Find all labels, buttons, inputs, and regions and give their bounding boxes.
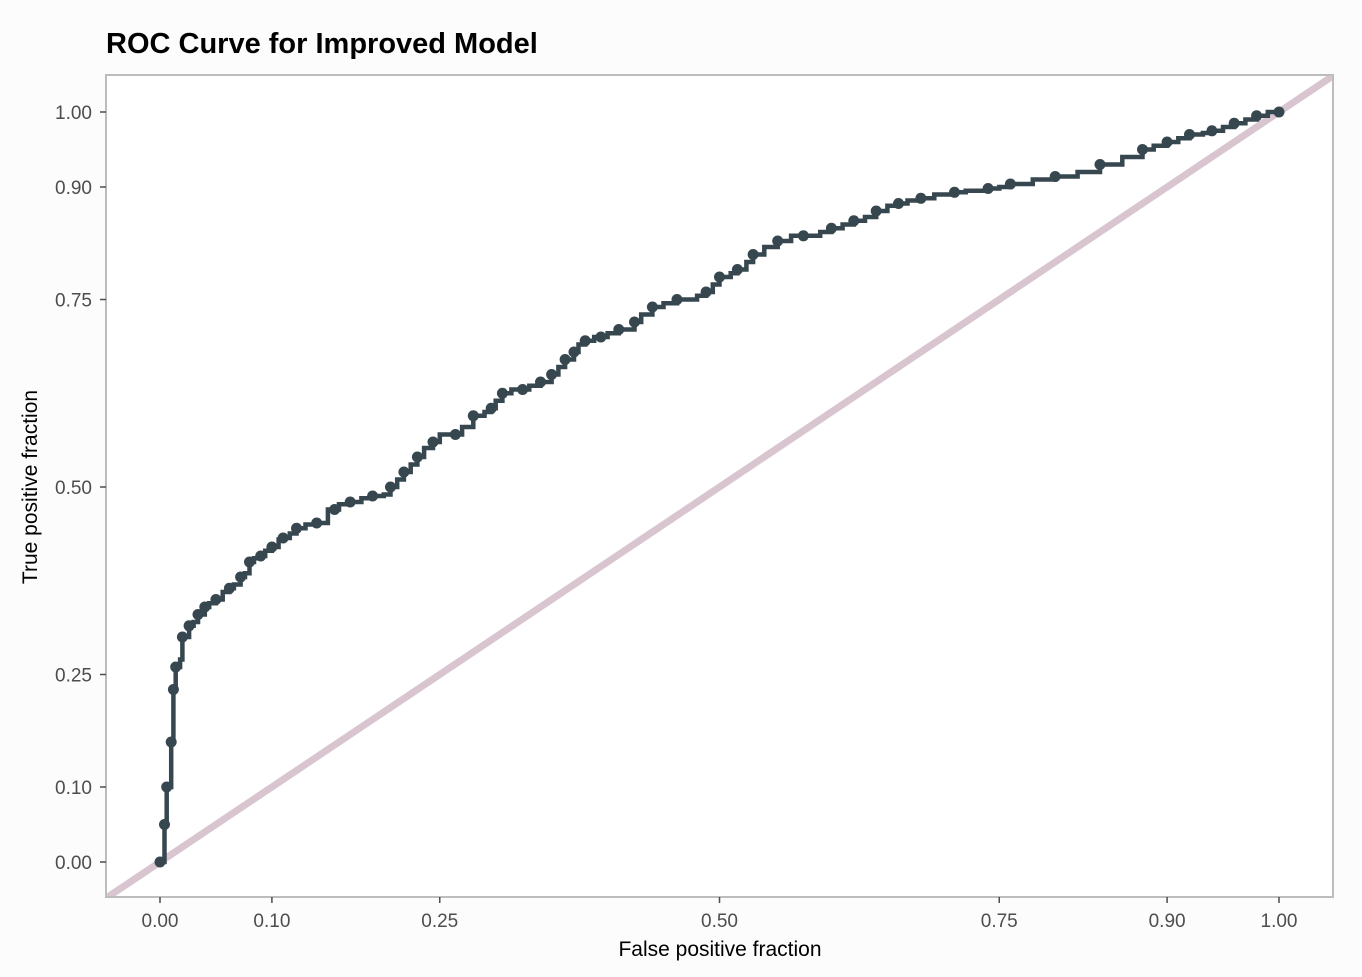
roc-point [797,230,809,242]
x-tick-label: 0.50 [701,911,738,932]
roc-point [595,331,607,343]
y-tick-label: 1.00 [55,103,92,124]
roc-point [1228,117,1240,129]
roc-point [367,490,379,502]
roc-point [467,410,479,422]
roc-point [546,369,558,380]
y-tick-label: 0.10 [55,778,92,799]
roc-point [170,661,182,673]
roc-point [870,205,882,217]
roc-point [731,264,743,275]
roc-point [210,594,222,605]
y-axis: 0.00 0.10 0.25 0.50 0.75 0.90 1.00 [55,103,106,874]
x-tick-label: 0.75 [981,911,1018,932]
x-tick-label: 0.00 [142,911,179,932]
y-tick-label: 0.25 [55,666,92,687]
roc-point [167,684,179,695]
roc-point [311,517,323,529]
x-tick-label: 0.90 [1149,911,1186,932]
roc-point [893,198,904,209]
roc-point [915,192,927,204]
roc-point [154,856,166,868]
roc-point [646,301,658,313]
roc-point [559,354,571,365]
roc-point [747,249,759,260]
roc-point [517,384,529,395]
roc-point [613,324,625,335]
roc-point [176,631,188,643]
roc-point [714,271,725,283]
roc-point [385,481,396,493]
roc-point [1094,159,1106,170]
roc-point [1273,106,1285,118]
roc-point [255,550,267,562]
roc-point [629,316,640,328]
roc-point [235,571,247,583]
roc-point [159,819,170,830]
roc-point [223,582,235,594]
roc-point [244,556,255,568]
roc-point [1004,178,1016,190]
roc-point [825,222,837,234]
y-axis-title: True positive fraction [19,390,42,584]
roc-point [449,429,461,440]
y-tick-label: 0.75 [55,291,92,312]
roc-point [1161,136,1173,148]
roc-point [1206,125,1218,137]
roc-point [1251,110,1263,122]
roc-point [199,601,211,613]
x-axis-title: False positive fraction [618,938,821,961]
roc-point [266,541,278,553]
roc-point [982,183,994,194]
roc-point [485,402,497,414]
reference-diagonal-line [107,76,1332,896]
roc-point [700,286,712,298]
roc-point [344,496,356,508]
chart-title: ROC Curve for Improved Model [106,28,538,60]
y-tick-label: 0.00 [55,853,92,874]
roc-point [579,335,591,347]
roc-point [535,376,546,388]
roc-point [329,504,341,515]
roc-point [568,346,580,358]
roc-point [1137,144,1148,155]
roc-point [1184,129,1195,140]
roc-point [427,436,439,448]
y-tick-label: 0.90 [55,178,92,199]
roc-point [192,609,204,620]
roc-point [772,235,784,247]
roc-point [277,532,289,544]
roc-point [671,294,683,305]
x-tick-label: 1.00 [1261,911,1298,932]
roc-point [291,522,302,534]
x-tick-label: 0.10 [253,911,290,932]
x-tick-label: 0.25 [421,911,458,932]
roc-point [848,215,860,227]
y-tick-label: 0.50 [55,478,92,499]
roc-point [183,620,195,632]
roc-point [165,736,177,748]
roc-point [398,466,410,478]
roc-point [496,387,508,399]
x-axis: 0.00 0.10 0.25 0.50 0.75 0.90 1.00 [142,897,1298,932]
roc-point [411,451,423,463]
roc-point [1049,171,1061,182]
roc-point [949,186,960,198]
roc-point [161,781,173,793]
